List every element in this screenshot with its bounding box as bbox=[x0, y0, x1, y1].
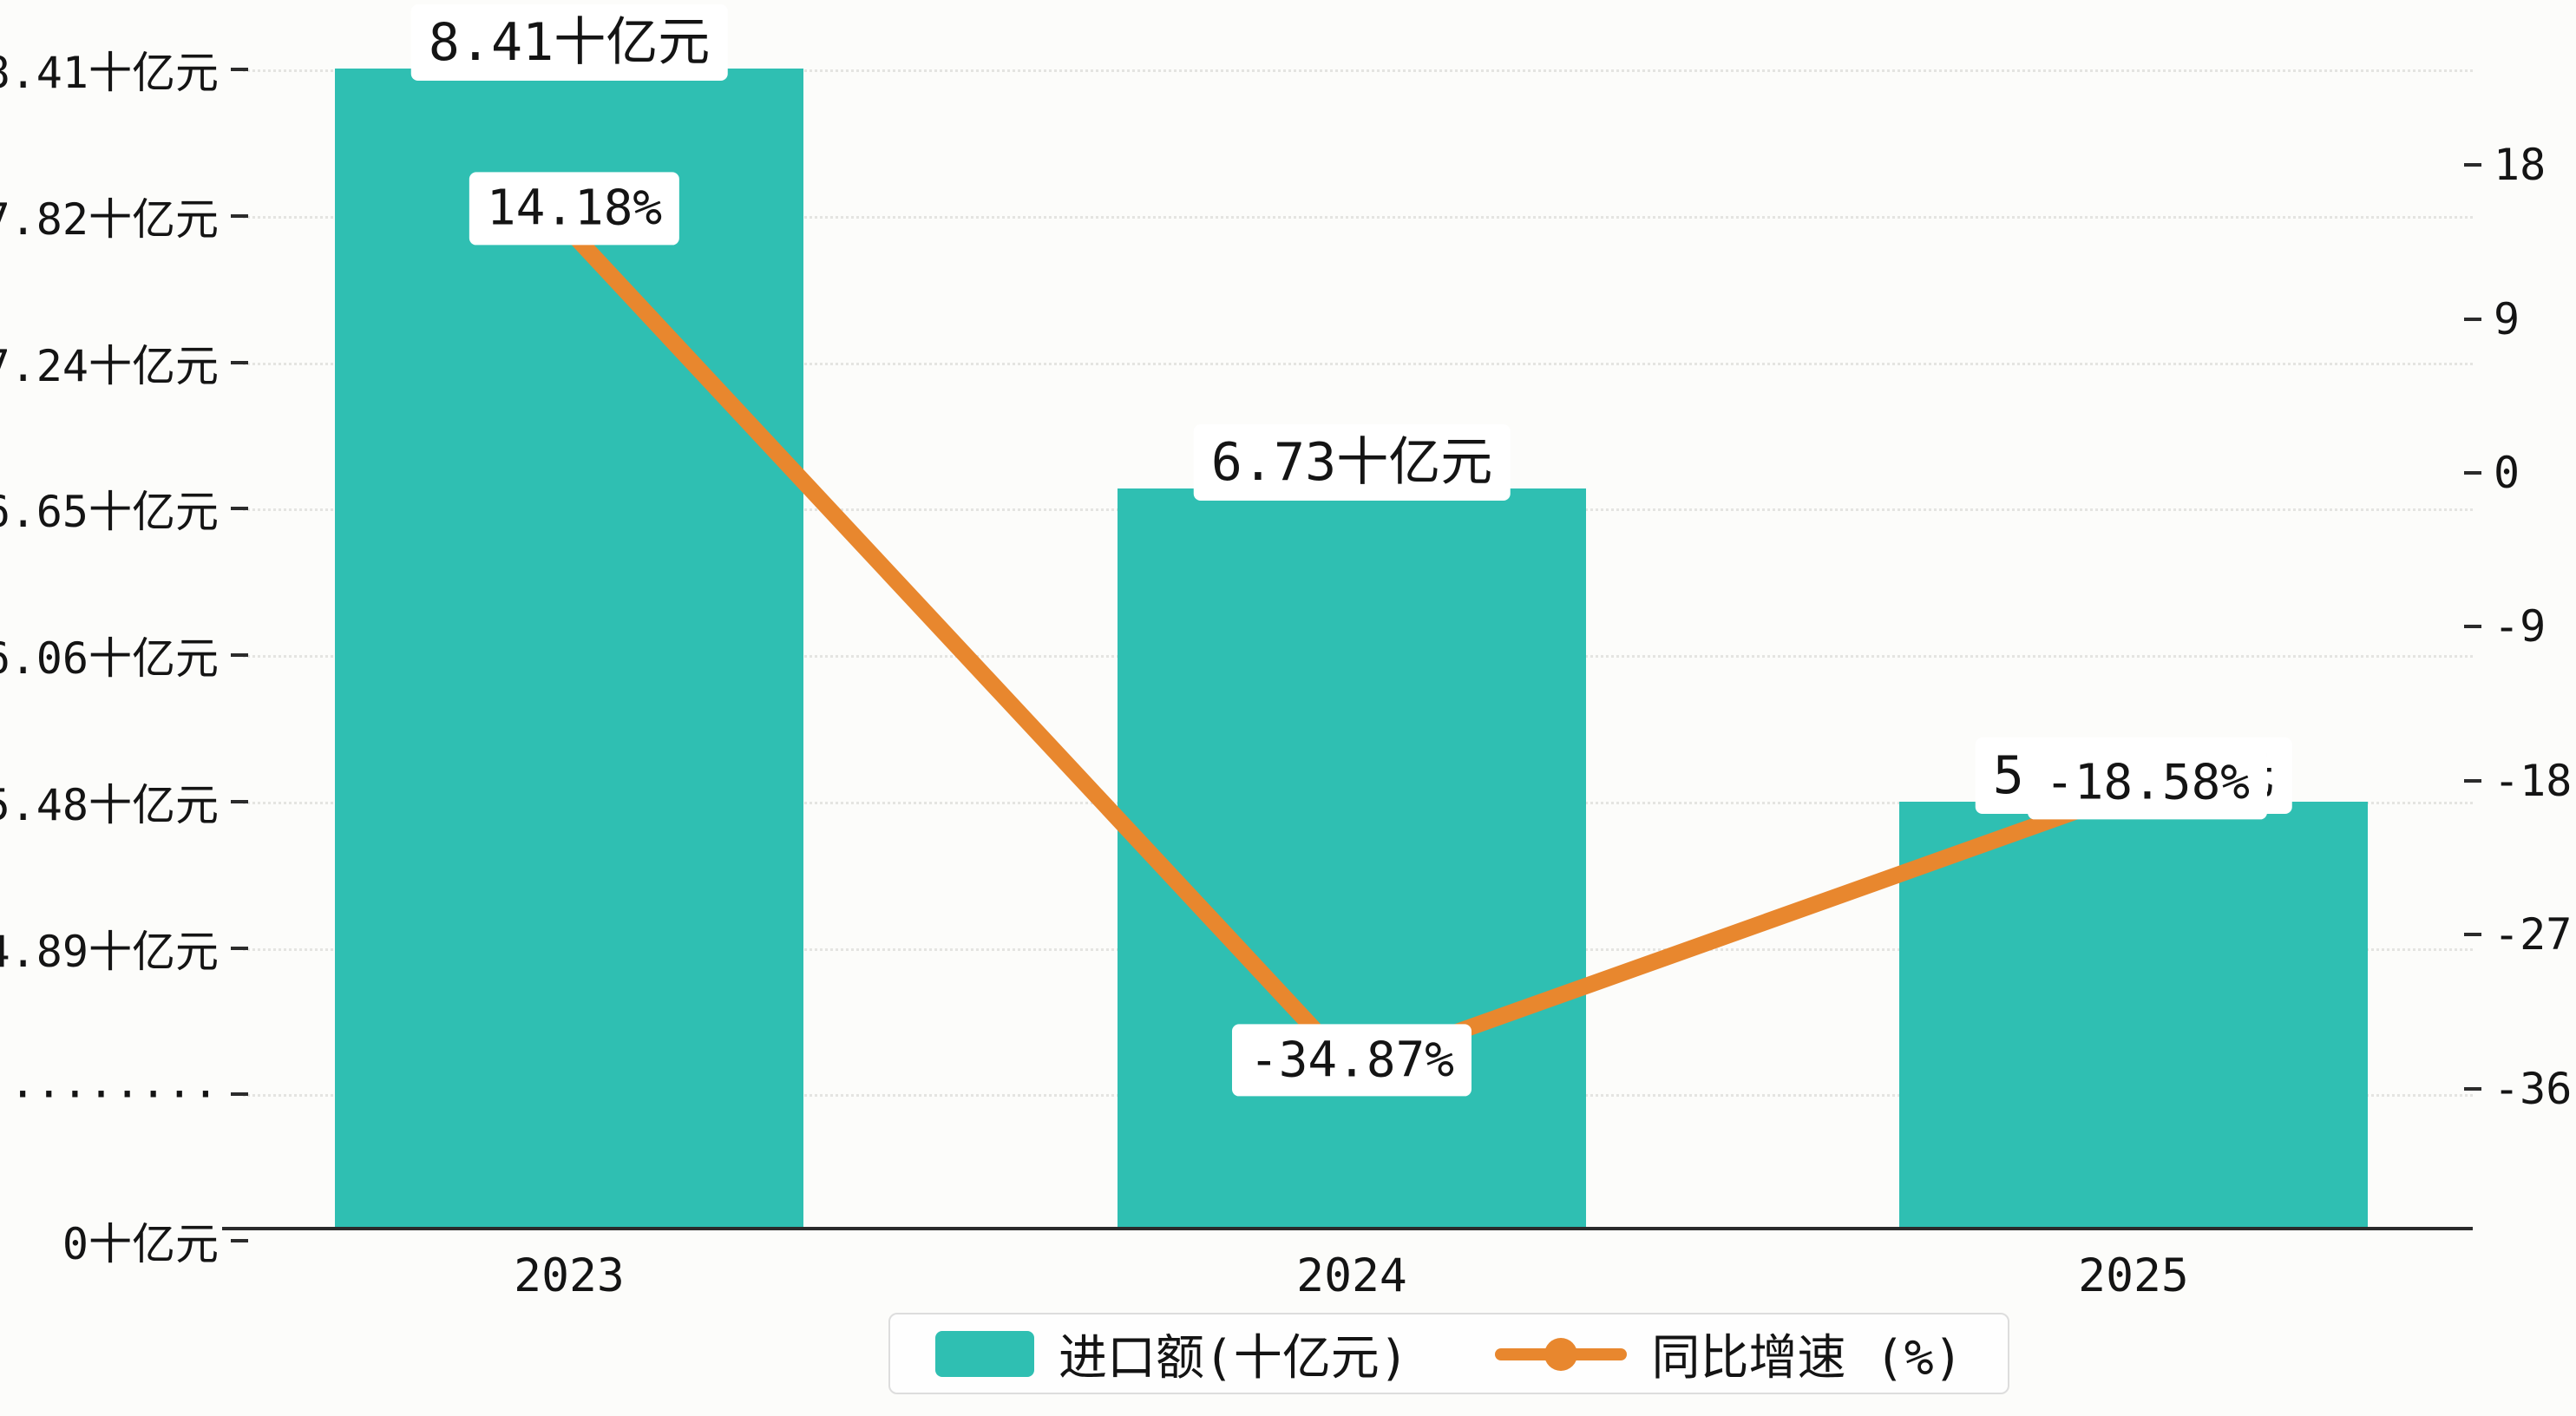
left-axis-tick-label: 6.65十亿元 bbox=[0, 487, 219, 538]
right-axis-tick-label: -27 bbox=[2494, 909, 2573, 960]
gridline bbox=[243, 215, 2473, 219]
legend: 进口额(十亿元) 同比增速 (%) bbox=[888, 1313, 2010, 1394]
left-axis-tick-mark bbox=[231, 946, 248, 950]
legend-item-imports: 进口额(十亿元) bbox=[935, 1319, 1408, 1389]
left-axis-tick-mark bbox=[231, 653, 248, 657]
left-axis-tick: 6.06十亿元 bbox=[0, 627, 248, 684]
left-axis-tick-label: 5.48十亿元 bbox=[0, 779, 219, 830]
left-axis-tick-label: 4.89十亿元 bbox=[0, 926, 219, 977]
right-axis-tick-mark bbox=[2464, 933, 2481, 937]
line-value-label: 14.18% bbox=[469, 172, 680, 245]
right-axis-tick-mark bbox=[2464, 471, 2481, 475]
right-axis-tick: -18 bbox=[2464, 753, 2572, 809]
x-axis-label-2024: 2024 bbox=[1296, 1249, 1407, 1302]
right-axis-tick-label: 0 bbox=[2494, 448, 2520, 498]
right-axis-tick: -36 bbox=[2464, 1061, 2572, 1117]
right-axis-tick-mark bbox=[2464, 778, 2481, 783]
left-axis-tick-mark bbox=[231, 1239, 248, 1242]
left-axis-tick-label: 8.41十亿元 bbox=[0, 48, 219, 98]
line-value-label: -18.58% bbox=[2027, 746, 2268, 819]
right-axis-tick-mark bbox=[2464, 1086, 2481, 1091]
bar-value-label: 6.73十亿元 bbox=[1193, 424, 1511, 502]
right-axis-tick: 9 bbox=[2464, 292, 2520, 347]
bar-series-swatch bbox=[935, 1330, 1034, 1377]
left-axis-tick-label: 7.24十亿元 bbox=[0, 340, 219, 391]
right-axis-tick-mark bbox=[2464, 317, 2481, 321]
left-axis-tick: 4.89十亿元 bbox=[0, 921, 248, 977]
left-axis-tick: 6.65十亿元 bbox=[0, 481, 248, 537]
gridline bbox=[243, 69, 2473, 72]
legend-label-growth: 同比增速 (%) bbox=[1651, 1329, 1963, 1386]
left-axis-tick: 8.41十亿元 bbox=[0, 42, 248, 98]
right-axis-tick-mark bbox=[2464, 625, 2481, 629]
x-axis-label-2025: 2025 bbox=[2078, 1249, 2189, 1302]
left-axis-tick-label: 7.82十亿元 bbox=[0, 193, 219, 245]
x-axis-label-2023: 2023 bbox=[514, 1249, 625, 1302]
left-axis-tick-mark bbox=[231, 213, 248, 218]
left-axis-tick: 7.24十亿元 bbox=[0, 335, 248, 391]
left-axis-tick-mark bbox=[231, 799, 248, 803]
right-axis-tick-mark bbox=[2464, 163, 2481, 167]
left-axis-tick-mark bbox=[231, 507, 248, 511]
legend-item-growth: 同比增速 (%) bbox=[1495, 1319, 1963, 1389]
bar-value-label: 8.41十亿元 bbox=[410, 3, 728, 81]
right-axis-tick-label: -18 bbox=[2494, 755, 2573, 806]
right-axis-tick-label: 18 bbox=[2494, 140, 2547, 191]
left-axis-tick: 0十亿元 bbox=[0, 1213, 248, 1269]
right-axis-tick-label: 9 bbox=[2494, 293, 2520, 344]
line-marker-dot bbox=[1544, 1337, 1578, 1371]
left-axis-tick-mark bbox=[231, 1092, 248, 1097]
bar-2024 bbox=[1118, 488, 1586, 1229]
right-axis-tick-label: -36 bbox=[2494, 1063, 2573, 1114]
right-axis-tick: 18 bbox=[2464, 137, 2546, 193]
left-axis-tick-label: 0十亿元 bbox=[62, 1219, 219, 1269]
right-axis-tick: 0 bbox=[2464, 445, 2520, 501]
right-axis-tick: -9 bbox=[2464, 599, 2546, 654]
right-axis-tick-label: -9 bbox=[2494, 601, 2547, 652]
left-axis-tick: 7.82十亿元 bbox=[0, 188, 248, 245]
right-axis-tick: -27 bbox=[2464, 907, 2572, 962]
left-axis-tick-mark bbox=[231, 68, 248, 71]
left-axis-tick-label: 6.06十亿元 bbox=[0, 633, 219, 684]
line-value-label: -34.87% bbox=[1231, 1024, 1472, 1097]
line-series-marker-icon bbox=[1495, 1331, 1628, 1377]
left-axis-tick-mark bbox=[231, 360, 248, 364]
left-axis-tick-label: ········· bbox=[0, 1069, 219, 1120]
left-axis-tick: 5.48十亿元 bbox=[0, 774, 248, 830]
x-axis-line bbox=[222, 1227, 2473, 1230]
bar-2025 bbox=[1899, 802, 2368, 1229]
legend-label-imports: 进口额(十亿元) bbox=[1059, 1329, 1409, 1386]
left-axis-tick: ········· bbox=[0, 1066, 248, 1122]
